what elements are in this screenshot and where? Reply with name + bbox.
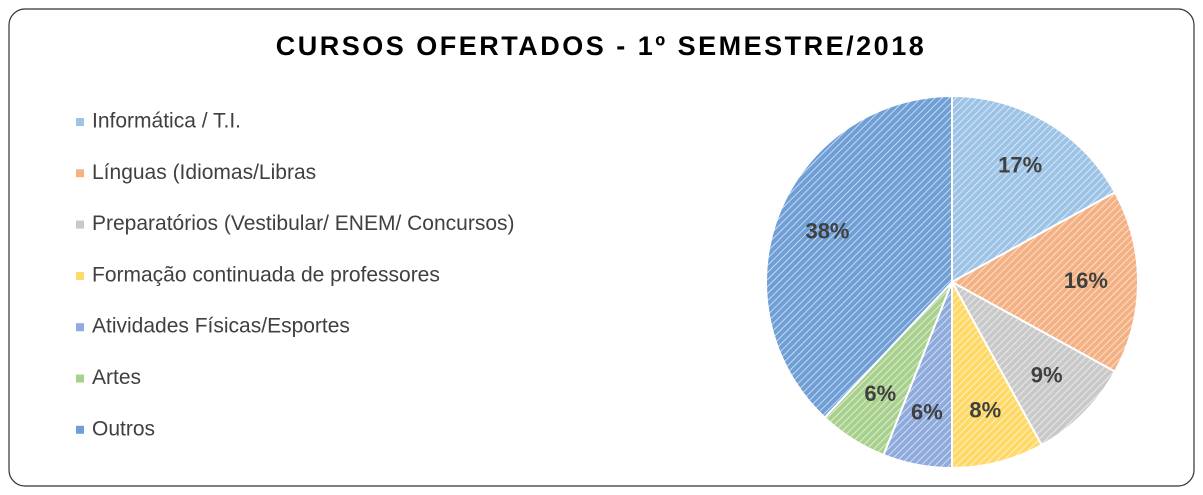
legend-marker [76,169,84,178]
legend-label: Artes [92,366,141,389]
data-label: 16% [1064,268,1108,293]
legend-label: Informática / T.I. [92,110,241,133]
legend-label: Outros [92,417,155,440]
legend-marker [76,323,84,332]
data-label: 8% [969,398,1001,423]
data-label: 17% [998,153,1042,178]
legend-marker [76,374,84,383]
chart-title: CURSOS OFERTADOS - 1º SEMESTRE/2018 [276,31,926,61]
legend-label: Atividades Físicas/Esportes [92,315,350,338]
legend-marker [76,118,84,126]
legend-marker [76,271,84,280]
slice-border [949,191,1139,373]
legend-label: Línguas (Idiomas/Libras [92,161,316,184]
slice-border [951,94,1117,284]
legend-label: Formação continuada de professores [92,263,440,286]
slice-border [949,279,1117,447]
data-label: 6% [864,381,896,406]
slice-border [951,281,1043,470]
legend-label: Preparatórios (Vestibular/ ENEM/ Concurs… [92,212,515,235]
data-label: 9% [1031,363,1063,388]
slice-border [765,94,953,420]
legend-marker [76,425,84,434]
data-label: 6% [911,399,943,424]
data-label: 38% [805,219,849,244]
legend-marker [76,220,84,229]
